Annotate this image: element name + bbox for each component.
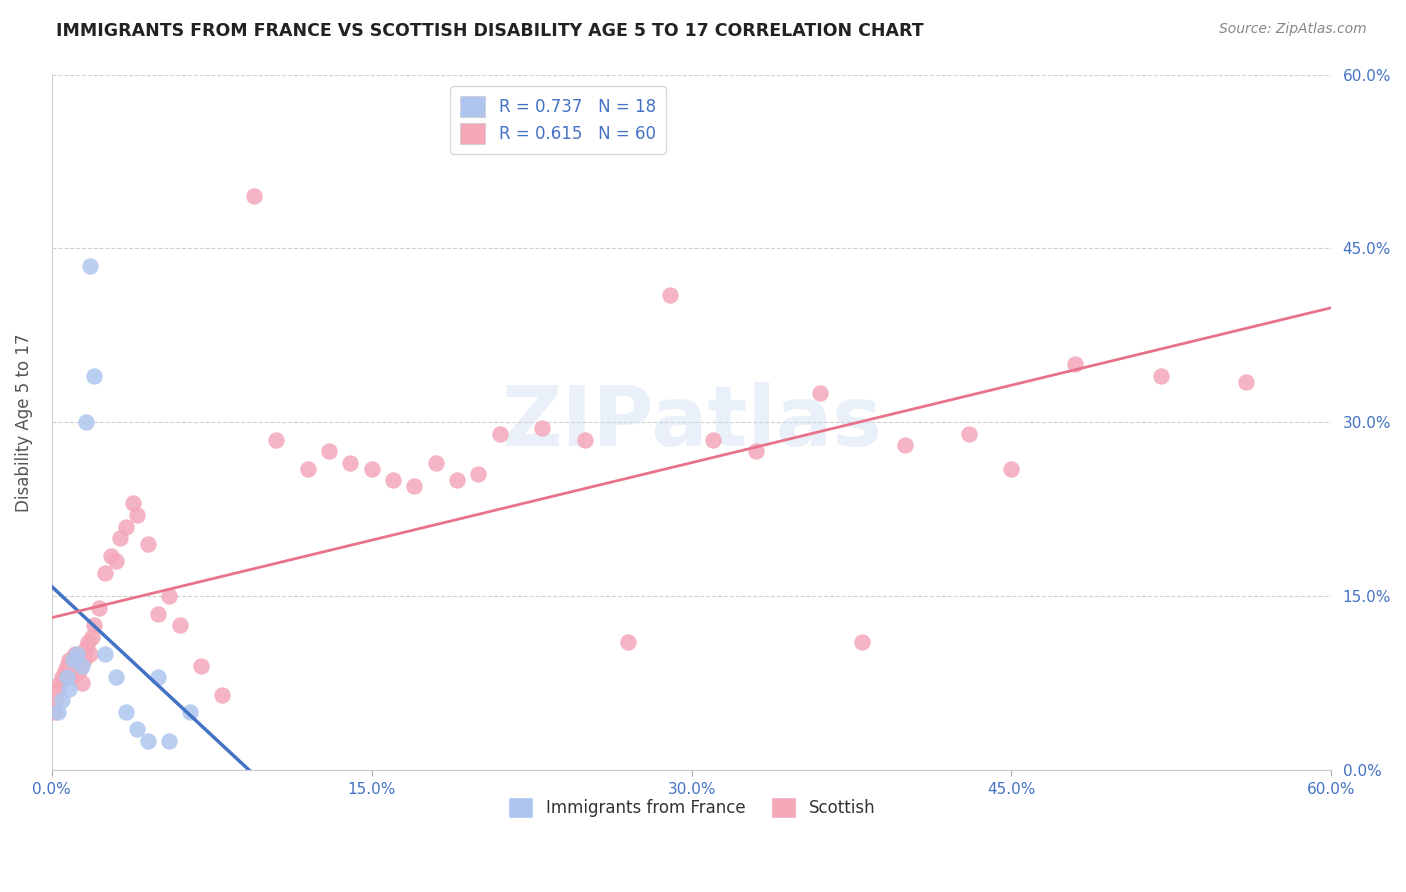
Text: IMMIGRANTS FROM FRANCE VS SCOTTISH DISABILITY AGE 5 TO 17 CORRELATION CHART: IMMIGRANTS FROM FRANCE VS SCOTTISH DISAB…: [56, 22, 924, 40]
Point: [79, 647, 101, 661]
Point: [425, 456, 447, 470]
Point: [70, 676, 93, 690]
Point: [659, 287, 682, 301]
Point: [55, 670, 77, 684]
Point: [169, 618, 191, 632]
Point: [104, 554, 127, 568]
Point: [1234, 375, 1257, 389]
Point: [63, 647, 86, 661]
Point: [49, 676, 72, 690]
Point: [100, 549, 122, 563]
Point: [66, 647, 89, 661]
Point: [574, 433, 596, 447]
Point: [488, 426, 510, 441]
Point: [179, 705, 201, 719]
Point: [59, 670, 82, 684]
Point: [894, 438, 917, 452]
Point: [957, 426, 980, 441]
Point: [744, 444, 766, 458]
Point: [264, 433, 287, 447]
Point: [851, 635, 873, 649]
Point: [58, 681, 80, 696]
Point: [51, 670, 73, 684]
Point: [45, 693, 67, 707]
Point: [136, 734, 159, 748]
Point: [121, 496, 143, 510]
Point: [83, 618, 105, 632]
Point: [1150, 368, 1173, 383]
Point: [125, 508, 148, 522]
Point: [77, 635, 100, 649]
Point: [467, 467, 489, 482]
Text: Source: ZipAtlas.com: Source: ZipAtlas.com: [1219, 22, 1367, 37]
Point: [157, 589, 180, 603]
Point: [211, 688, 233, 702]
Y-axis label: Disability Age 5 to 17: Disability Age 5 to 17: [15, 333, 32, 511]
Point: [94, 647, 117, 661]
Point: [46, 705, 69, 719]
Point: [82, 630, 104, 644]
Point: [339, 456, 361, 470]
Point: [51, 693, 73, 707]
Point: [75, 415, 97, 429]
Point: [73, 653, 96, 667]
Point: [1000, 461, 1022, 475]
Point: [69, 665, 91, 679]
Point: [75, 641, 97, 656]
Point: [297, 461, 319, 475]
Point: [70, 658, 93, 673]
Point: [318, 444, 340, 458]
Point: [62, 658, 84, 673]
Point: [115, 705, 138, 719]
Point: [702, 433, 724, 447]
Point: [58, 653, 80, 667]
Point: [148, 607, 170, 621]
Point: [104, 670, 127, 684]
Point: [808, 386, 831, 401]
Legend: Immigrants from France, Scottish: Immigrants from France, Scottish: [501, 790, 882, 824]
Point: [53, 665, 76, 679]
Point: [1064, 357, 1087, 371]
Point: [66, 653, 89, 667]
Point: [62, 653, 84, 667]
Point: [157, 734, 180, 748]
Point: [616, 635, 638, 649]
Point: [190, 658, 212, 673]
Point: [108, 531, 131, 545]
Point: [55, 658, 77, 673]
Point: [83, 368, 105, 383]
Point: [115, 519, 138, 533]
Point: [94, 566, 117, 580]
Point: [79, 259, 101, 273]
Point: [125, 723, 148, 737]
Point: [382, 473, 405, 487]
Point: [136, 537, 159, 551]
Point: [148, 670, 170, 684]
Point: [531, 421, 554, 435]
Point: [360, 461, 382, 475]
Point: [243, 189, 266, 203]
Point: [404, 479, 426, 493]
Point: [446, 473, 468, 487]
Point: [87, 600, 110, 615]
Point: [42, 705, 65, 719]
Text: ZIPatlas: ZIPatlas: [501, 382, 882, 463]
Point: [46, 681, 69, 696]
